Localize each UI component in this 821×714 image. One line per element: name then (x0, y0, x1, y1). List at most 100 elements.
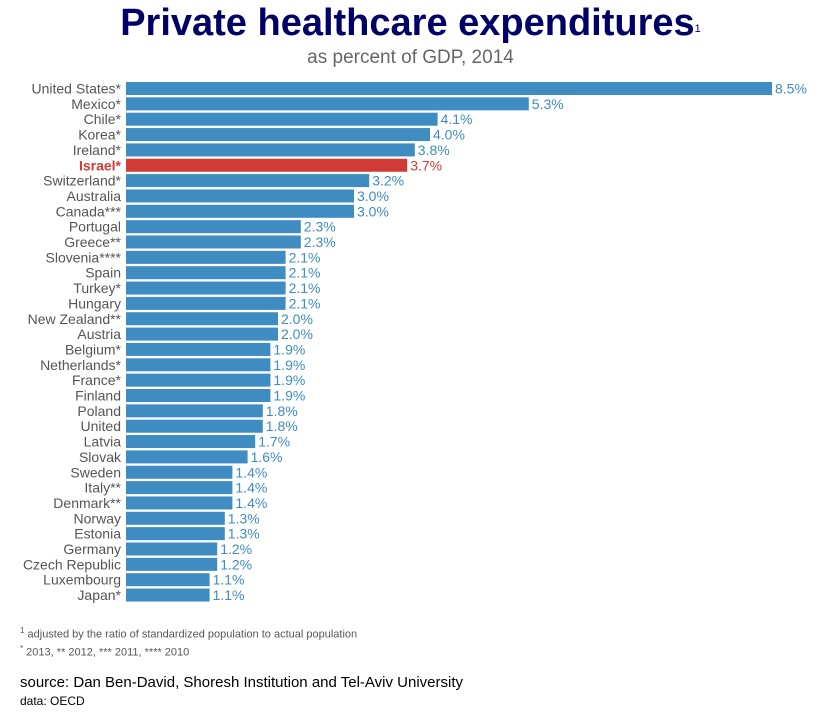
category-label: Denmark** (53, 495, 121, 511)
value-label: 1.6% (251, 449, 283, 465)
category-label: Hungary (68, 295, 121, 311)
bar (126, 266, 286, 280)
category-label: Korea* (78, 127, 121, 143)
category-label: Norway (74, 510, 121, 526)
category-label: Spain (85, 265, 121, 281)
value-label: 3.8% (418, 142, 450, 158)
bar (126, 235, 301, 249)
value-label: 1.9% (273, 357, 305, 373)
value-label: 1.4% (235, 495, 267, 511)
value-label: 2.1% (289, 280, 321, 296)
chart-subtitle: as percent of GDP, 2014 (307, 47, 514, 68)
bar (126, 97, 529, 111)
category-label: Belgium* (65, 341, 122, 357)
category-label: Slovenia**** (46, 249, 122, 265)
value-label: 1.4% (235, 480, 267, 496)
bar (126, 527, 225, 541)
bar (126, 542, 218, 556)
value-label: 1.3% (228, 510, 260, 526)
bar (126, 435, 256, 449)
bar-chart: United States* 8.5% Mexico* 5.3% Chile* 4.1% K… (23, 81, 807, 604)
value-label: 2.3% (304, 234, 336, 250)
bar (126, 481, 233, 495)
bar (126, 220, 301, 234)
category-label: Luxembourg (43, 572, 121, 588)
value-label: 8.5% (775, 81, 807, 97)
title-footnote-marker: 1 (694, 23, 701, 35)
category-label: New Zealand** (28, 311, 122, 327)
footnote-2: * 2013, ** 2012, *** 2011, **** 2010 (20, 644, 190, 659)
bar (126, 174, 370, 188)
value-label: 2.1% (289, 249, 321, 265)
value-label: 1.4% (235, 464, 267, 480)
category-label: United (81, 418, 121, 434)
bar (126, 82, 772, 95)
bar (126, 404, 263, 418)
category-label: Italy** (84, 480, 121, 496)
value-label: 4.0% (433, 127, 465, 143)
bar (126, 342, 271, 356)
category-label: Latvia (84, 434, 122, 450)
bar (126, 573, 210, 587)
bar (126, 496, 233, 510)
bar (126, 158, 408, 172)
value-label: 3.7% (410, 157, 442, 173)
value-label: 4.1% (441, 111, 473, 127)
category-label: Israel* (79, 157, 122, 173)
category-label: Poland (77, 403, 121, 419)
category-label: Japan* (77, 587, 121, 603)
bar (126, 189, 354, 203)
category-label: Switzerland* (43, 173, 121, 189)
category-label: Australia (67, 188, 122, 204)
bar (126, 250, 286, 264)
value-label: 1.2% (220, 541, 252, 557)
category-label: United States* (32, 81, 122, 97)
value-label: 3.2% (372, 173, 404, 189)
bar (126, 358, 271, 372)
bar (126, 143, 415, 157)
category-label: Czech Republic (23, 556, 121, 572)
bar (126, 281, 286, 295)
category-label: Finland (75, 388, 121, 404)
bar (126, 465, 233, 479)
bar (126, 128, 430, 142)
source-credit: source: Dan Ben-David, Shoresh Instituti… (20, 674, 463, 691)
value-label: 1.9% (273, 388, 305, 404)
value-label: 1.1% (213, 572, 245, 588)
value-label: 1.9% (273, 372, 305, 388)
value-label: 1.7% (258, 434, 290, 450)
bar (126, 312, 278, 326)
value-label: 3.0% (357, 188, 389, 204)
value-label: 5.3% (532, 96, 564, 112)
category-label: Turkey* (73, 280, 121, 296)
value-label: 2.0% (281, 311, 313, 327)
chart-title: Private healthcare expenditures1 (120, 2, 701, 44)
category-label: Slovak (79, 449, 122, 465)
category-label: Chile* (84, 111, 122, 127)
value-label: 3.0% (357, 203, 389, 219)
category-label: Germany (63, 541, 121, 557)
bar (126, 389, 271, 402)
category-label: Canada*** (56, 203, 122, 219)
category-label: Portugal (69, 219, 121, 235)
category-label: Estonia (74, 526, 121, 542)
value-label: 1.1% (213, 587, 245, 603)
category-label: Austria (77, 326, 121, 342)
bar (126, 450, 248, 464)
bar (126, 588, 210, 602)
footnote-1: 1 adjusted by the ratio of standardized … (20, 626, 358, 641)
value-label: 1.8% (266, 418, 298, 434)
value-label: 1.3% (228, 526, 260, 542)
value-label: 2.3% (304, 219, 336, 235)
bar (126, 511, 225, 525)
value-label: 1.9% (273, 341, 305, 357)
bar (126, 557, 218, 571)
value-label: 1.8% (266, 403, 298, 419)
bar (126, 112, 438, 126)
category-label: Mexico* (71, 96, 121, 112)
value-label: 2.0% (281, 326, 313, 342)
data-source: data: OECD (20, 694, 85, 708)
category-label: Netherlands* (40, 357, 121, 373)
bar (126, 296, 286, 310)
category-label: Ireland* (73, 142, 122, 158)
